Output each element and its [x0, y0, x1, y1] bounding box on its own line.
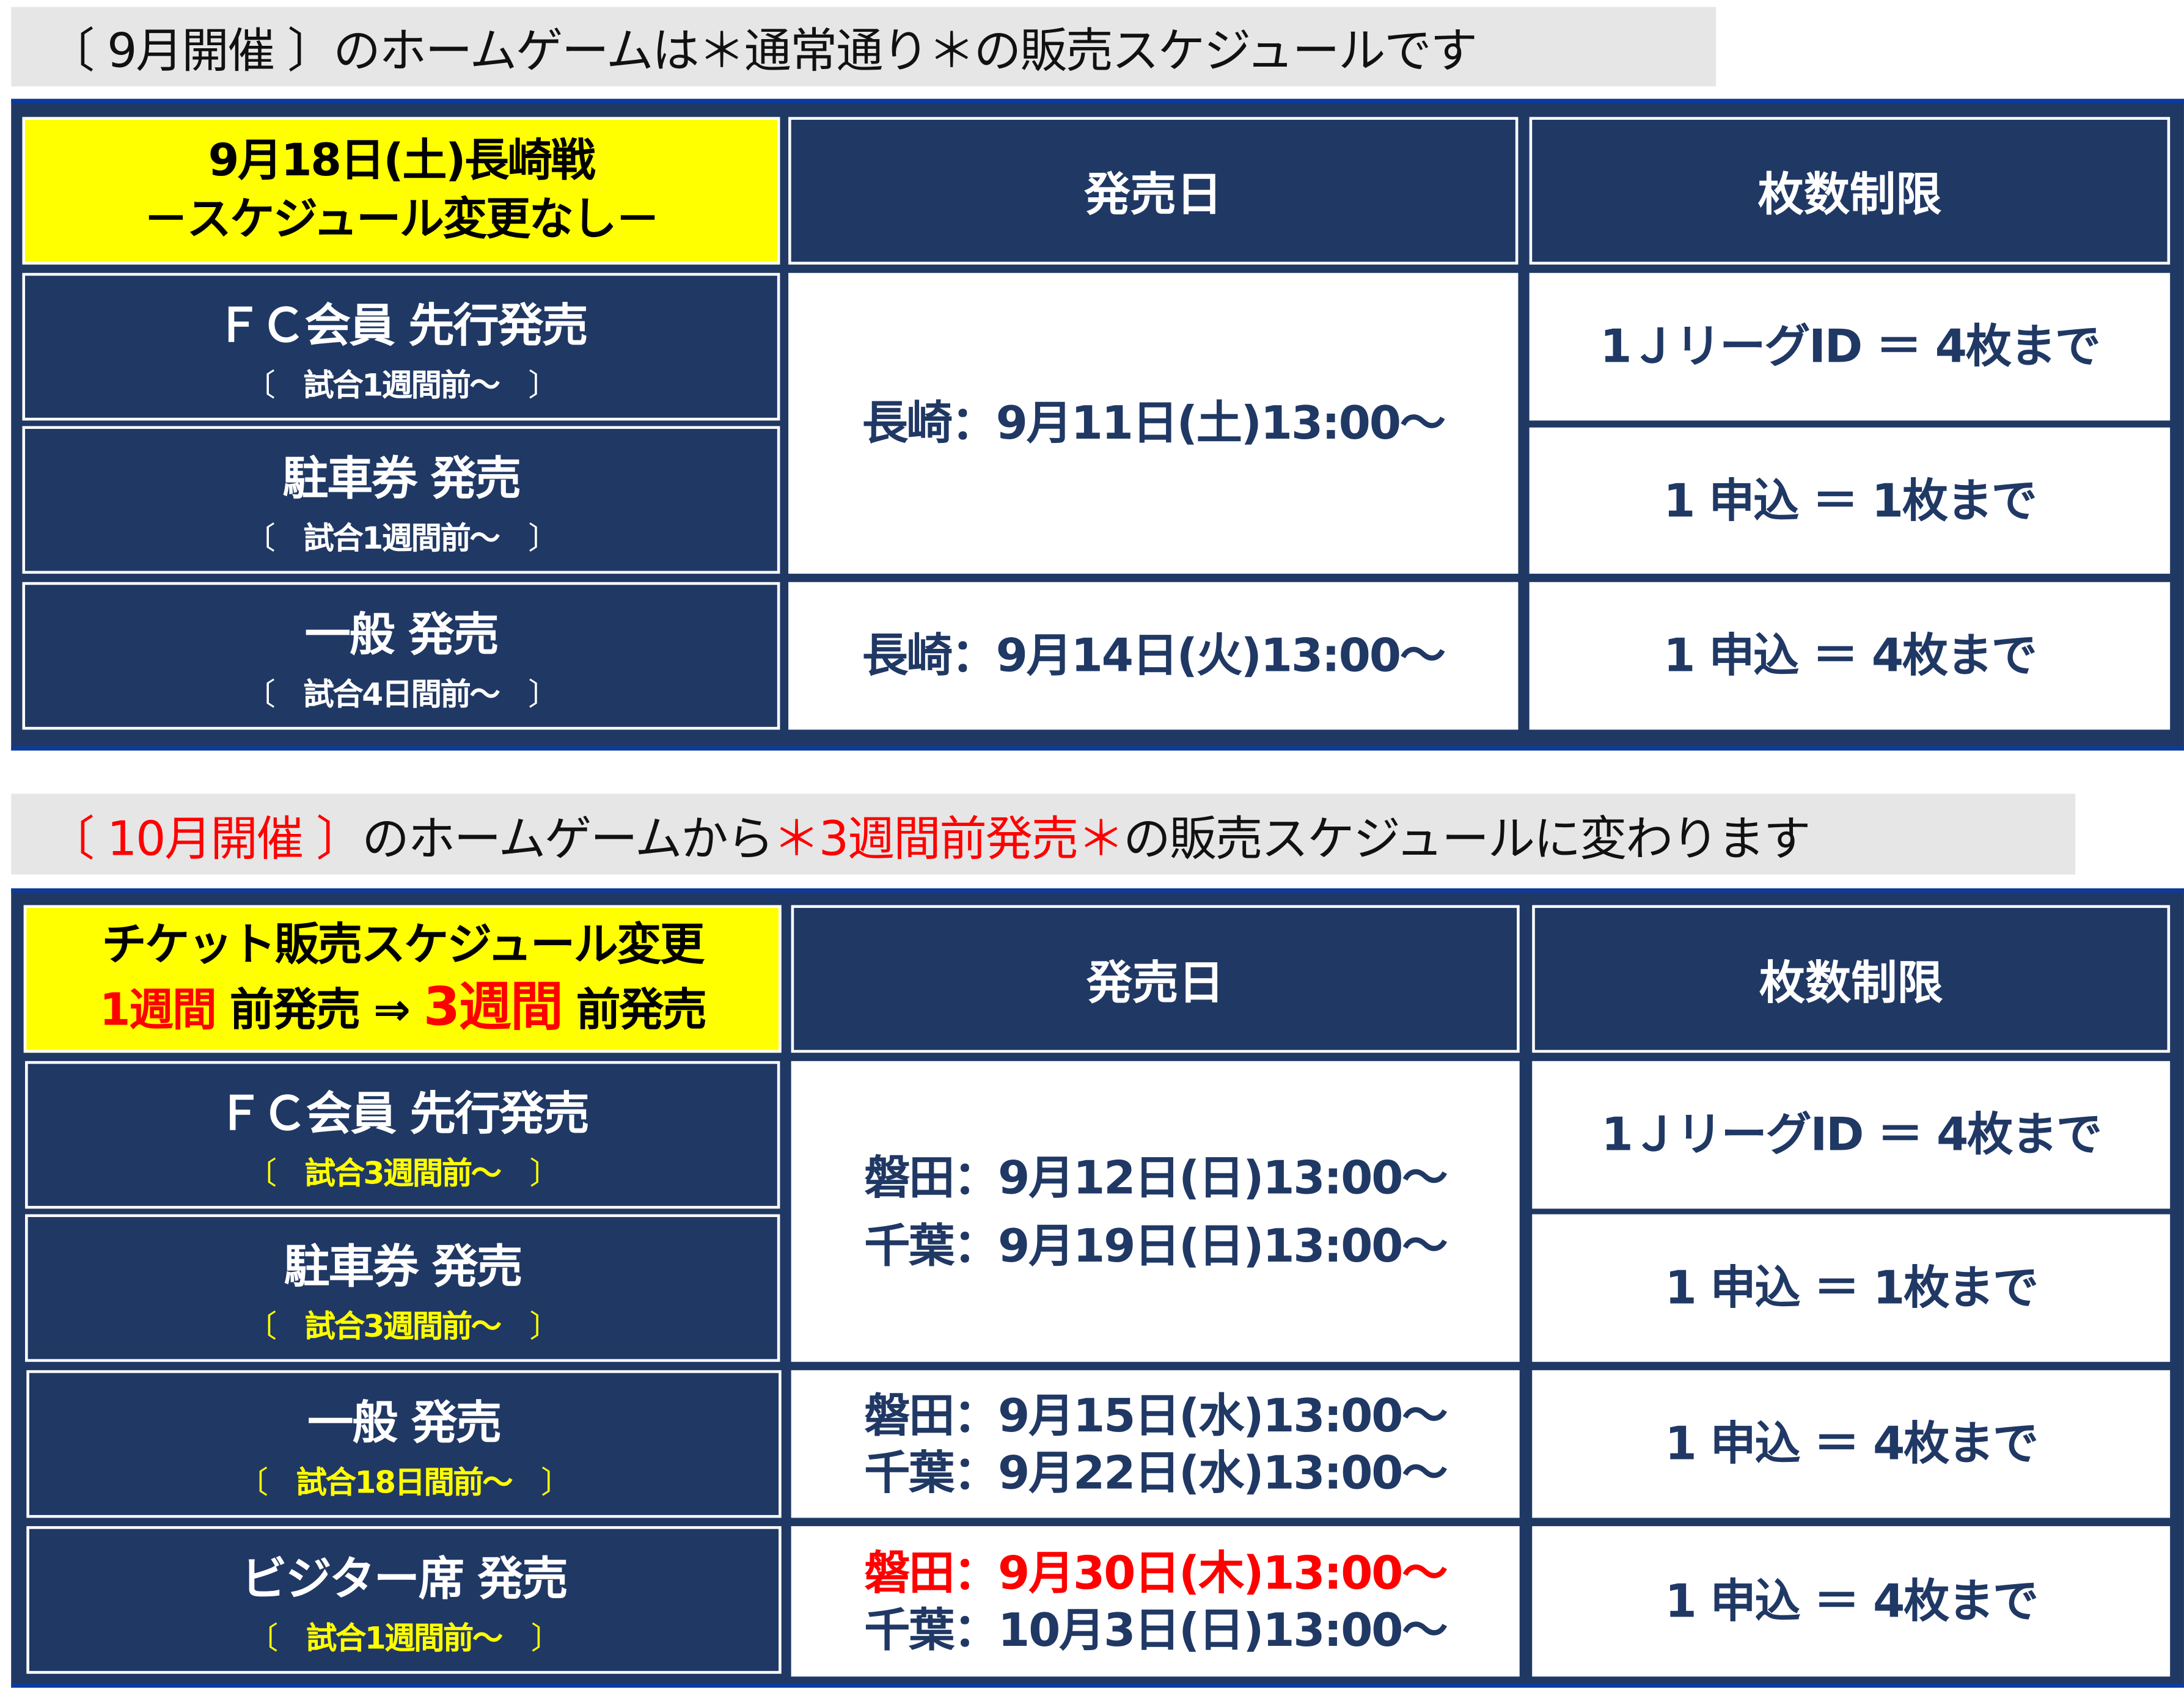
header-release-date: 発売日 [791, 905, 1520, 1053]
section1-banner: 〔 9月開催 〕のホームゲームは ＊通常通り＊ の販売スケジュールです [11, 7, 1717, 87]
match-subtitle: －スケジュール変更なし－ [144, 192, 660, 246]
banner-text: のホームゲームから [362, 811, 774, 867]
date-cell: 長崎：9月14日(火)13:00～ [788, 582, 1519, 730]
release-date: 長崎：9月14日(火)13:00～ [862, 628, 1446, 683]
ticket-limit: 1ＪリーグID ＝ 4枚まで [1600, 319, 2101, 374]
old-period: 1週間 [99, 983, 217, 1037]
row-parking: 駐車券 発売 〔 試合1週間前～ 〕 [22, 426, 780, 574]
row-label: ＦＣ会員 先行発売 [217, 1086, 590, 1141]
bracket: 〔 [244, 678, 276, 714]
banner-emphasis: ＊通常通り＊ [698, 23, 975, 79]
limit-cell: 1 申込 ＝ 1枚まで [1529, 427, 2171, 574]
row-sub: 試合1週間前～ [306, 1622, 503, 1657]
row-sub: 試合3週間前～ [304, 1310, 502, 1345]
date-cell: 長崎：9月11日(土)13:00～ [788, 272, 1519, 574]
limit-cell: 1 申込 ＝ 4枚まで [1532, 1370, 2171, 1518]
arrow-text: 前発売 ⇒ [215, 983, 423, 1037]
bracket: 〕 [541, 1466, 571, 1502]
bracket: 〔 [246, 1310, 277, 1345]
bracket: 〔 [246, 1157, 277, 1193]
bracket: 〕 [529, 1157, 560, 1193]
new-period: 3週間 [423, 976, 563, 1038]
ticket-limit: 1 申込 ＝ 1枚まで [1665, 1260, 2039, 1315]
row-sub: 試合1週間前～ [303, 522, 500, 557]
ticket-limit: 1 申込 ＝ 1枚まで [1663, 473, 2037, 528]
row-visitor: ビジター席 発売 〔 試合1週間前～ 〕 [26, 1526, 782, 1674]
change-title: チケット販売スケジュール変更 [101, 916, 705, 970]
row-fc-member: ＦＣ会員 先行発売 〔 試合3週間前～ 〕 [25, 1061, 780, 1209]
release-date-iwata: 磐田：9月15日(水)13:00～ [864, 1387, 1448, 1442]
bracket: 〔 [244, 369, 276, 404]
limit-cell: 1ＪリーグID ＝ 4枚まで [1529, 272, 2171, 421]
match-title-cell: 9月18日(土)長崎戦 －スケジュール変更なし－ [22, 117, 780, 265]
banner-month: 〔 10月開催 〕 [47, 811, 363, 867]
section2-banner: 〔 10月開催 〕のホームゲームから ＊3週間前発売＊ の販売スケジュールに変わ… [11, 794, 2076, 875]
row-general: 一般 発売 〔 試合4日間前～ 〕 [22, 582, 780, 730]
row-label: 一般 発売 [307, 1395, 502, 1450]
release-date-chiba: 千葉：9月19日(日)13:00～ [864, 1218, 1448, 1273]
row-label: 駐車券 発売 [282, 451, 521, 506]
bracket: 〕 [528, 678, 559, 714]
banner-text: 〔 9月開催 〕のホームゲームは [47, 23, 699, 79]
release-date-iwata: 磐田：9月12日(日)13:00～ [864, 1149, 1448, 1204]
release-date: 長崎：9月11日(土)13:00～ [862, 396, 1446, 451]
ticket-limit: 1 申込 ＝ 4枚まで [1665, 1574, 2039, 1629]
bracket: 〕 [528, 369, 559, 404]
row-label: ビジター席 発売 [241, 1551, 568, 1606]
ticket-limit: 1 申込 ＝ 4枚まで [1665, 1416, 2039, 1471]
bracket: 〕 [530, 1622, 562, 1657]
limit-cell: 1ＪリーグID ＝ 4枚まで [1532, 1061, 2171, 1209]
banner-emphasis: ＊3週間前発売＊ [772, 811, 1125, 867]
release-date-chiba: 千葉：9月22日(水)13:00～ [864, 1445, 1448, 1500]
bracket: 〔 [247, 1622, 278, 1657]
release-date-iwata: 磐田：9月30日(木)13:00～ [864, 1545, 1448, 1600]
header-ticket-limit: 枚数制限 [1529, 117, 2171, 265]
banner-text: の販売スケジュールに変わります [1123, 811, 1811, 867]
row-label: 駐車券 発売 [284, 1239, 522, 1294]
header-ticket-limit: 枚数制限 [1532, 905, 2171, 1053]
row-sub: 試合1週間前～ [303, 369, 500, 404]
date-cell: 磐田：9月30日(木)13:00～ 千葉：10月3日(日)13:00～ [791, 1526, 1520, 1677]
row-sub: 試合4日間前～ [303, 678, 500, 714]
release-date-chiba: 千葉：10月3日(日)13:00～ [864, 1602, 1448, 1657]
row-fc-member: ＦＣ会員 先行発売 〔 試合1週間前～ 〕 [22, 272, 780, 421]
change-text: 前発売 [562, 983, 707, 1037]
date-cell: 磐田：9月15日(水)13:00～ 千葉：9月22日(水)13:00～ [791, 1370, 1520, 1518]
limit-cell: 1 申込 ＝ 4枚まで [1529, 582, 2171, 730]
bracket: 〔 [244, 522, 276, 557]
bracket: 〔 [237, 1466, 268, 1502]
match-title: 9月18日(土)長崎戦 [208, 134, 596, 188]
row-sub: 試合18日間前～ [296, 1466, 513, 1502]
ticket-limit: 1ＪリーグID ＝ 4枚まで [1601, 1107, 2103, 1162]
row-label: ＦＣ会員 先行発売 [215, 298, 588, 353]
row-general: 一般 発売 〔 試合18日間前～ 〕 [26, 1370, 782, 1518]
row-parking: 駐車券 発売 〔 試合3週間前～ 〕 [25, 1214, 780, 1362]
date-cell: 磐田：9月12日(日)13:00～ 千葉：9月19日(日)13:00～ [791, 1061, 1520, 1362]
banner-text: の販売スケジュールです [973, 23, 1478, 79]
row-label: 一般 発売 [304, 607, 499, 662]
header-release-date: 発売日 [788, 117, 1519, 265]
limit-cell: 1 申込 ＝ 1枚まで [1532, 1214, 2171, 1362]
row-sub: 試合3週間前～ [304, 1157, 502, 1193]
bracket: 〕 [528, 522, 559, 557]
change-title-cell: チケット販売スケジュール変更 1週間 前発売 ⇒ 3週間 前発売 [23, 905, 782, 1053]
bracket: 〕 [529, 1310, 560, 1345]
ticket-limit: 1 申込 ＝ 4枚まで [1663, 628, 2037, 683]
limit-cell: 1 申込 ＝ 4枚まで [1532, 1526, 2171, 1677]
